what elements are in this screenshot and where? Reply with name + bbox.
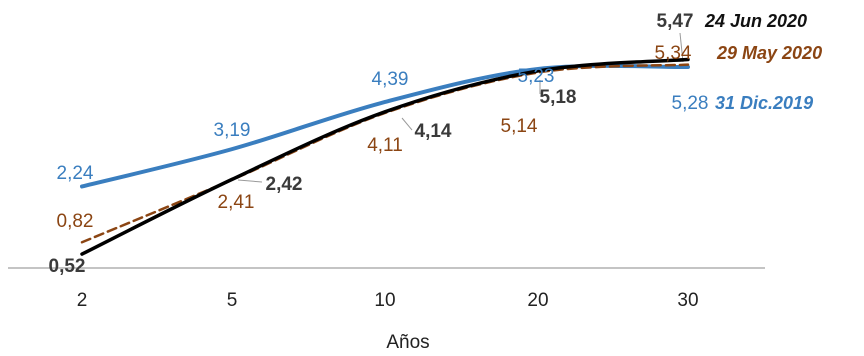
data-label: 0,82 [57,211,94,232]
legend-label: 24 Jun 2020 [704,11,807,31]
x-tick-label: 5 [227,290,238,311]
data-label: 2,41 [218,192,255,213]
data-label: 4,14 [415,121,452,142]
series-legend: 31 Dic.2019 29 May 2020 24 Jun 2020 [704,11,822,113]
legend-label: 31 Dic.2019 [715,93,813,113]
x-axis-title: Años [386,332,429,353]
x-tick-label: 30 [677,290,698,311]
series-line [80,57,690,256]
data-label: 4,11 [367,135,403,156]
x-axis-ticks: 2 5 10 20 30 [77,290,699,311]
data-label: 5,28 [672,93,709,114]
leader-line [679,32,684,63]
data-label: 0,52 [49,256,86,277]
leader-line [401,117,413,131]
data-labels: 2,24 3,19 4,39 5,23 5,28 0,82 2,41 4,11 5,14 5,34… [49,11,709,277]
legend-label: 29 May 2020 [716,43,822,63]
data-label: 5,34 [655,43,692,64]
data-label: 3,19 [214,120,251,141]
data-label: 2,42 [266,174,303,195]
data-label: 5,47 [657,11,694,32]
x-tick-label: 20 [527,290,548,311]
series-lines [80,57,690,256]
x-tick-label: 10 [374,290,395,311]
x-tick-label: 2 [77,290,88,311]
leader-line [237,179,263,183]
data-label: 2,24 [57,163,94,184]
data-label: 4,39 [372,69,409,90]
data-label: 5,14 [501,116,538,137]
label-leader-lines [237,32,684,183]
data-label: 5,23 [518,66,555,87]
data-label: 5,18 [540,87,577,108]
